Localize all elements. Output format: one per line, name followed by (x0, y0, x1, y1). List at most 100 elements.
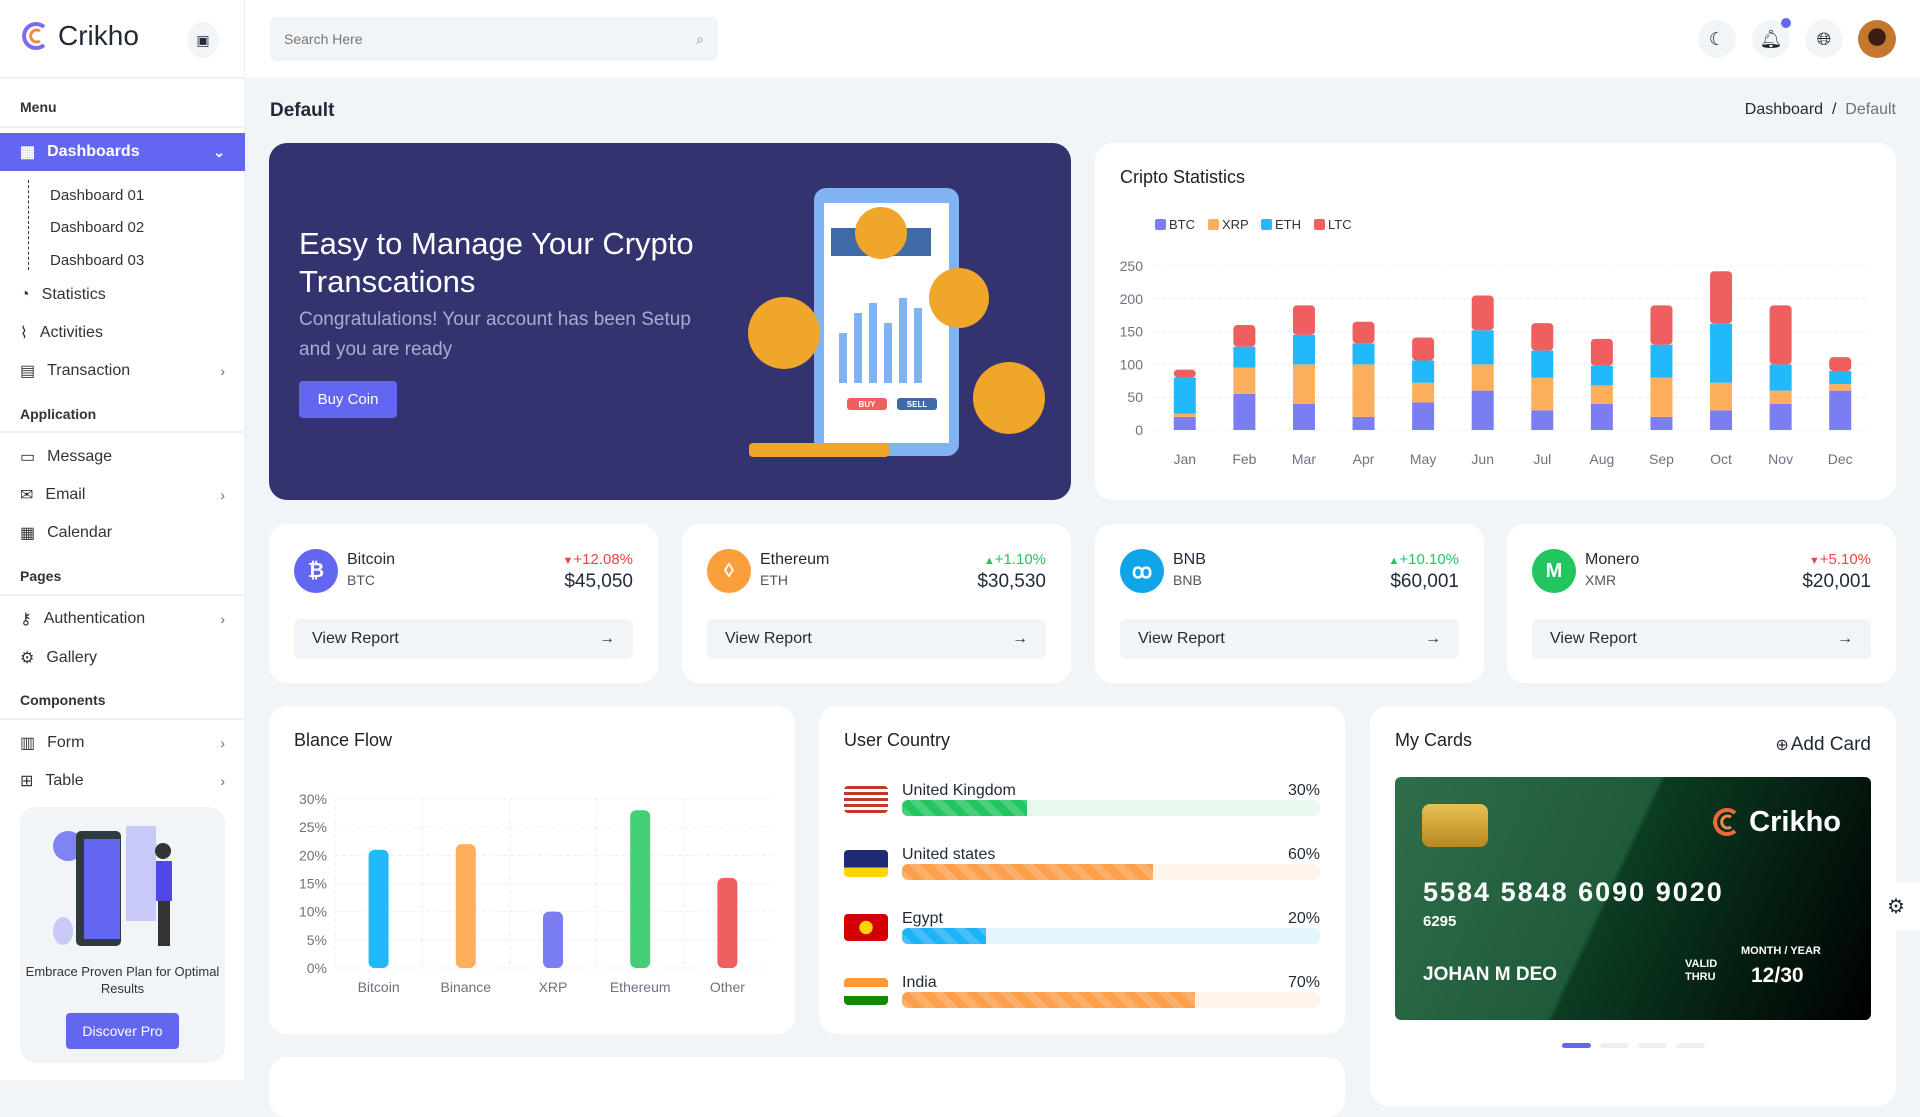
bar-ethereum[interactable] (630, 810, 651, 968)
breadcrumb-dashboard[interactable]: Dashboard (1744, 101, 1824, 118)
bar-ltc-feb[interactable] (1233, 325, 1256, 347)
bar-eth-mar[interactable] (1292, 334, 1315, 365)
bar-xrp-feb[interactable] (1233, 367, 1256, 394)
sidebar-item-gallery[interactable]: ⚙ Gallery (0, 640, 245, 676)
bar-eth-aug[interactable] (1590, 365, 1613, 386)
bar-btc-oct[interactable] (1710, 410, 1733, 430)
coin-change: ▲+10.10% (1388, 551, 1459, 568)
x-tick-label: Other (710, 979, 745, 995)
bar-eth-nov[interactable] (1769, 364, 1792, 391)
country-name: Egypt (902, 910, 943, 927)
legend-label[interactable]: XRP (1222, 217, 1249, 232)
bar-bitcoin[interactable] (368, 849, 389, 968)
bar-eth-jul[interactable] (1531, 350, 1554, 378)
sidebar-subitem-dashboard-03[interactable]: Dashboard 03 (50, 252, 145, 269)
bar-eth-oct[interactable] (1710, 323, 1733, 383)
bar-ltc-sep[interactable] (1650, 305, 1673, 345)
sidebar-item-message[interactable]: ▭ Message (0, 439, 245, 475)
sidebar-subitem-dashboard-02[interactable]: Dashboard 02 (50, 219, 145, 236)
sidebar-item-activities[interactable]: ⌇ Activities (0, 315, 245, 351)
search-input[interactable] (284, 31, 697, 47)
bar-eth-dec[interactable] (1829, 370, 1852, 385)
view-report-button[interactable]: View Report → (1532, 619, 1871, 659)
settings-button[interactable]: ⚙ (1872, 882, 1920, 930)
coin-card-bnb: ꝏ BNB BNB ▲+10.10% $60,001 View Report → (1095, 524, 1484, 683)
sidebar-item-table[interactable]: ⊞ Table › (0, 763, 245, 799)
bar-binance[interactable] (455, 844, 476, 968)
bar-xrp-may[interactable] (1412, 382, 1435, 403)
bar-ltc-aug[interactable] (1590, 338, 1613, 366)
sidebar-subitem-dashboard-01[interactable]: Dashboard 01 (50, 187, 145, 204)
bar-ltc-apr[interactable] (1352, 321, 1375, 344)
coin-change-value: +12.08% (573, 551, 633, 568)
carousel-dot-active[interactable] (1561, 1043, 1591, 1048)
sidebar-item-statistics[interactable]: ◔ Statistics (0, 277, 245, 313)
bar-ltc-jan[interactable] (1173, 369, 1196, 378)
bar-xrp-jul[interactable] (1531, 377, 1554, 411)
bar-xrp-apr[interactable] (1352, 364, 1375, 417)
bar-ltc-jun[interactable] (1471, 295, 1494, 331)
buy-coin-button[interactable]: Buy Coin (299, 381, 397, 418)
bar-xrp-jun[interactable] (1471, 364, 1494, 391)
bar-eth-jun[interactable] (1471, 330, 1494, 365)
bar-xrp-jan[interactable] (1173, 413, 1196, 417)
carousel-dot[interactable] (1599, 1043, 1629, 1048)
discover-pro-button[interactable]: Discover Pro (66, 1013, 179, 1049)
sidebar-item-dashboards[interactable]: ▦ Dashboards ⌄ (0, 133, 245, 171)
bar-eth-jan[interactable] (1173, 377, 1196, 414)
bar-ltc-dec[interactable] (1829, 357, 1852, 371)
view-report-button[interactable]: View Report → (1120, 619, 1459, 659)
sidebar-item-calendar[interactable]: ▦ Calendar (0, 515, 245, 551)
bar-eth-may[interactable] (1412, 360, 1435, 383)
bar-btc-mar[interactable] (1292, 403, 1315, 430)
bar-other[interactable] (717, 877, 738, 968)
sidebar-item-transaction[interactable]: ▤ Transaction › (0, 353, 245, 389)
brand-logo[interactable]: Crikho (20, 20, 139, 52)
bar-btc-jun[interactable] (1471, 390, 1494, 430)
bar-xrp-oct[interactable] (1710, 382, 1733, 411)
bar-ltc-oct[interactable] (1710, 271, 1733, 324)
search-bar[interactable]: ⌕ (270, 17, 718, 61)
legend-label[interactable]: ETH (1275, 217, 1301, 232)
sidebar-item-email[interactable]: ✉ Email › (0, 477, 245, 513)
avatar[interactable] (1858, 20, 1896, 58)
notifications-button[interactable]: 🔔︎ (1752, 18, 1791, 58)
bar-xrp-mar[interactable] (1292, 364, 1315, 404)
apps-grid-button[interactable]: ▣ (187, 22, 219, 58)
bar-ltc-nov[interactable] (1769, 305, 1792, 365)
view-report-button[interactable]: View Report → (707, 619, 1046, 659)
bar-xrp-aug[interactable] (1590, 385, 1613, 404)
bar-btc-nov[interactable] (1769, 403, 1792, 430)
view-report-button[interactable]: View Report → (294, 619, 633, 659)
bar-btc-jan[interactable] (1173, 416, 1196, 430)
bar-btc-sep[interactable] (1650, 416, 1673, 430)
search-icon[interactable]: ⌕ (696, 30, 704, 47)
sidebar-item-form[interactable]: ▥ Form › (0, 725, 245, 761)
dark-mode-toggle[interactable]: ☾ (1698, 20, 1736, 58)
carousel-dot[interactable] (1637, 1043, 1667, 1048)
bar-btc-jul[interactable] (1531, 410, 1554, 430)
bar-eth-sep[interactable] (1650, 344, 1673, 378)
legend-label[interactable]: BTC (1169, 217, 1195, 232)
bar-btc-feb[interactable] (1233, 393, 1256, 430)
bar-eth-apr[interactable] (1352, 343, 1375, 365)
sidebar-item-label: Dashboards (47, 143, 140, 160)
bar-btc-dec[interactable] (1829, 390, 1852, 430)
add-card-button[interactable]: ⊕ Add Card (1775, 734, 1871, 756)
sidebar-item-authentication[interactable]: ⚷ Authentication › (0, 601, 245, 637)
bar-xrp-nov[interactable] (1769, 390, 1792, 404)
language-button[interactable]: 🌐︎ (1805, 20, 1843, 58)
credit-card[interactable]: Crikho 5584 5848 6090 9020 6295 JOHAN M … (1395, 777, 1871, 1020)
carousel-dot[interactable] (1675, 1043, 1705, 1048)
bar-eth-feb[interactable] (1233, 346, 1256, 368)
bar-btc-apr[interactable] (1352, 416, 1375, 430)
bar-ltc-jul[interactable] (1531, 323, 1554, 351)
bar-xrp-dec[interactable] (1829, 384, 1852, 391)
bar-ltc-may[interactable] (1412, 337, 1435, 361)
bar-xrp[interactable] (543, 911, 563, 968)
bar-xrp-sep[interactable] (1650, 377, 1673, 417)
bar-btc-aug[interactable] (1590, 403, 1613, 430)
legend-label[interactable]: LTC (1328, 217, 1352, 232)
bar-ltc-mar[interactable] (1292, 305, 1315, 335)
bar-btc-may[interactable] (1412, 402, 1435, 430)
